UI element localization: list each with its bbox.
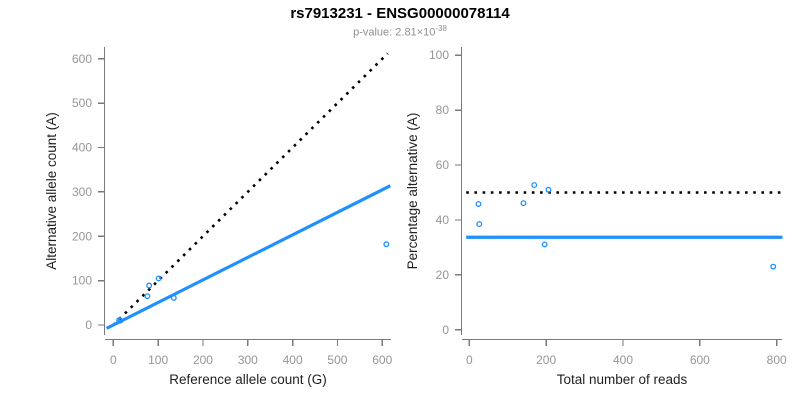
data-point [383,241,390,248]
data-point [117,317,124,324]
p-value-exponent: -38 [435,24,447,33]
x-tick-label: 0 [110,353,117,367]
data-point [770,263,777,270]
figure-subtitle: p-value: 2.81×10-38 [0,24,800,39]
x-tick-label: 500 [327,353,347,367]
x-tick-label: 600 [372,353,392,367]
x-axis-title: Reference allele count (G) [169,372,327,387]
data-point [476,221,483,228]
percentage-plot: 0 200 400 600 800 0 20 40 60 80 100 Total number of… [405,47,787,387]
y-axis-title: Alternative allele count (A) [44,112,59,270]
y-tick-label: 100 [429,48,449,62]
x-tick-label: 200 [536,353,556,367]
x-tick-label: 400 [283,353,303,367]
reference-line [112,52,389,326]
x-tick-label: 600 [690,353,710,367]
y-tick-label: 200 [72,229,92,243]
y-axis-title: Percentage alternative (A) [405,113,420,270]
figure-title: rs7913231 - ENSG00000078114 [290,5,510,22]
y-tick-label: 0 [85,318,92,332]
data-point [475,201,482,207]
y-tick-label: 600 [72,52,92,66]
x-tick-label: 400 [613,353,633,367]
x-tick-label: 100 [148,353,168,367]
data-point [520,200,527,207]
x-tick-label: 800 [767,353,787,367]
y-tick-label: 500 [72,96,92,110]
data-point [545,186,552,193]
x-tick-label: 300 [238,353,258,367]
y-tick-label: 400 [72,141,92,155]
y-tick-label: 300 [72,185,92,199]
data-point [170,294,177,301]
x-tick-label: 200 [193,353,213,367]
y-tick-label: 20 [436,268,450,282]
y-tick-label: 0 [442,323,449,337]
data-point [144,293,151,300]
y-tick-label: 60 [436,158,450,172]
fit-line [105,184,392,330]
x-axis-title: Total number of reads [557,372,688,387]
p-value-text: p-value: 2.81×10 [353,26,436,39]
allele-count-plot: 0 100 200 300 400 500 600 0 100 200 300 400 500 600 Re… [44,47,393,387]
y-tick-label: 100 [72,274,92,288]
y-tick-label: 40 [436,213,450,227]
y-tick-label: 80 [436,103,450,117]
data-point [541,241,548,248]
data-point [155,275,162,282]
data-point [531,182,538,189]
data-point [146,282,153,289]
x-tick-label: 0 [466,353,473,367]
